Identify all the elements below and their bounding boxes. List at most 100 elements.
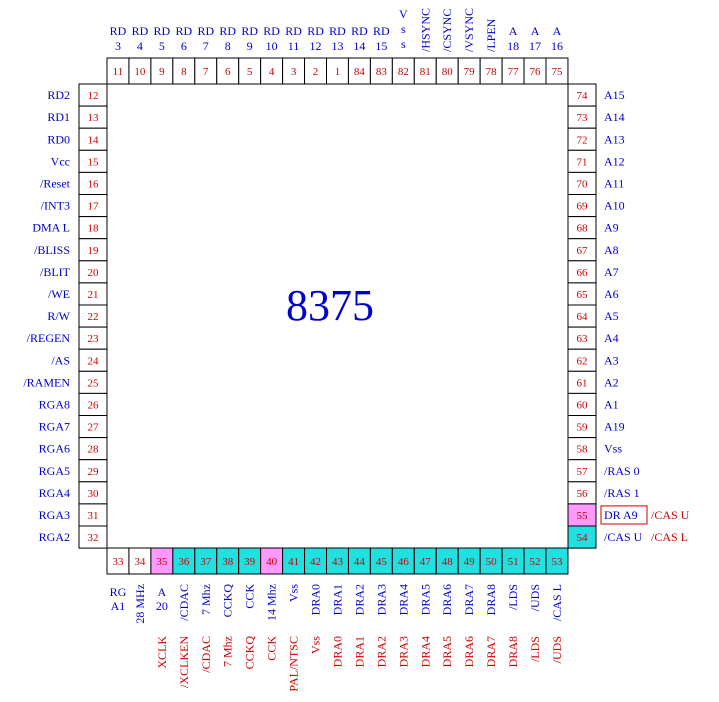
left-pin-number: 28 <box>88 444 100 456</box>
right-pin-label: A13 <box>604 132 625 146</box>
top-pin-label: 6 <box>181 39 187 53</box>
right-pin-label: A19 <box>604 420 625 434</box>
bottom-pin-number: 45 <box>376 556 388 568</box>
top-pin-number: 4 <box>269 66 275 78</box>
bottom-pin-label: Vss <box>287 584 301 602</box>
right-pin-number: 72 <box>577 134 588 146</box>
right-pin-number: 61 <box>577 377 588 389</box>
bottom-pin-alt-label: DRA1 <box>352 636 366 667</box>
right-pin-label: A7 <box>604 265 619 279</box>
left-pin-label: RGA5 <box>39 464 70 478</box>
top-pin-box <box>545 57 569 85</box>
left-pin-number: 15 <box>88 156 100 168</box>
top-pin-label: /LPEN <box>484 18 498 52</box>
top-pin-label: 5 <box>159 39 165 53</box>
right-pin-alt-label: /CAS U <box>651 508 690 522</box>
top-pin-number: 78 <box>486 66 498 78</box>
top-pin-label: 18 <box>507 39 519 53</box>
left-pin-label: RGA4 <box>39 486 70 500</box>
bottom-pin-number: 48 <box>442 556 454 568</box>
right-pin-number: 66 <box>577 267 589 279</box>
left-pin-label: /BLIT <box>40 265 71 279</box>
right-pin-number: 62 <box>577 355 588 367</box>
bottom-pin-number: 33 <box>112 556 124 568</box>
top-pin-label: A <box>553 24 562 38</box>
bottom-pin-label: DRA5 <box>418 584 432 615</box>
bottom-pin-label: A <box>158 585 167 599</box>
top-pin-label: /HSYNC <box>418 8 432 52</box>
top-pin-number: 80 <box>442 66 454 78</box>
top-pin-label: RD <box>307 24 324 38</box>
top-pin-number: 84 <box>354 66 366 78</box>
bottom-pin-number: 53 <box>551 556 563 568</box>
bottom-pin-label: DRA2 <box>352 584 366 615</box>
bottom-pin-number: 51 <box>508 556 519 568</box>
top-pin-label: s <box>401 37 406 51</box>
top-pin-label: 17 <box>529 39 541 53</box>
left-pin-number: 30 <box>88 488 100 500</box>
bottom-pin-number: 50 <box>486 556 498 568</box>
left-pin-label: R/W <box>47 309 70 323</box>
right-pin-label: A4 <box>604 331 619 345</box>
top-pin-label: 11 <box>288 39 300 53</box>
top-pin-label: 13 <box>331 39 343 53</box>
bottom-pin-alt-label: Vss <box>309 636 323 654</box>
bottom-pin-alt-label: DRA5 <box>440 636 454 667</box>
left-pin-number: 25 <box>88 377 100 389</box>
top-pin-number: 77 <box>508 66 520 78</box>
top-pin-label: RD <box>263 24 280 38</box>
bottom-pin-number: 42 <box>310 556 321 568</box>
bottom-pin-alt-label: /XCLKEN <box>177 636 191 688</box>
bottom-pin-label: DRA1 <box>330 584 344 615</box>
right-pin-number: 57 <box>577 466 589 478</box>
left-pin-number: 32 <box>88 532 99 544</box>
top-pin-label: RD <box>329 24 346 38</box>
right-pin-label: A14 <box>604 110 625 124</box>
right-pin-label: A1 <box>604 397 619 411</box>
left-pin-number: 31 <box>88 510 99 522</box>
right-pin-number: 55 <box>577 510 589 522</box>
bottom-pin-alt-label: XCLK <box>155 636 169 669</box>
bottom-pin-alt-label: DRA7 <box>484 636 498 667</box>
bottom-pin-number: 49 <box>464 556 476 568</box>
right-pin-number: 56 <box>577 488 589 500</box>
top-pin-number: 7 <box>203 66 209 78</box>
left-pin-label: RGA8 <box>39 397 70 411</box>
top-pin-label: s <box>401 22 406 36</box>
right-pin-number: 64 <box>577 311 589 323</box>
top-pin-label: 12 <box>310 39 322 53</box>
bottom-pin-label: DRA7 <box>462 584 476 615</box>
left-pin-label: /AS <box>51 353 70 367</box>
right-pin-label: Vss <box>604 442 622 456</box>
top-pin-label: RD <box>154 24 171 38</box>
top-pin-label: 14 <box>353 39 365 53</box>
bottom-pin-label: CCKQ <box>221 584 235 618</box>
right-pin-label: A11 <box>604 176 624 190</box>
left-pin-box <box>78 525 108 549</box>
top-pin-label: 16 <box>551 39 563 53</box>
top-pin-number: 6 <box>225 66 231 78</box>
bottom-pin-alt-label: CCKQ <box>243 636 257 670</box>
bottom-pin-alt-label: PAL/NTSC <box>287 636 301 692</box>
left-pin-number: 23 <box>88 333 100 345</box>
right-pin-label: A15 <box>604 88 625 102</box>
right-pin-number: 60 <box>577 399 589 411</box>
top-pin-number: 2 <box>313 66 319 78</box>
top-pin-label: A <box>531 24 540 38</box>
left-pin-number: 27 <box>88 422 100 434</box>
left-pin-number: 14 <box>88 134 100 146</box>
top-pin-number: 83 <box>376 66 388 78</box>
left-pin-label: DMA L <box>32 221 70 235</box>
top-pin-label: RD <box>175 24 192 38</box>
top-pin-label: RD <box>197 24 214 38</box>
top-pin-label: RD <box>241 24 258 38</box>
left-pin-label: RGA3 <box>39 508 70 522</box>
bottom-pin-label: DRA3 <box>374 584 388 615</box>
top-pin-label: 7 <box>203 39 209 53</box>
left-pin-label: /RAMEN <box>23 375 70 389</box>
bottom-pin-alt-label: /LDS <box>528 636 542 662</box>
bottom-pin-alt-label: DRA0 <box>330 636 344 667</box>
top-pin-label: RD <box>285 24 302 38</box>
bottom-pin-number: 52 <box>530 556 541 568</box>
